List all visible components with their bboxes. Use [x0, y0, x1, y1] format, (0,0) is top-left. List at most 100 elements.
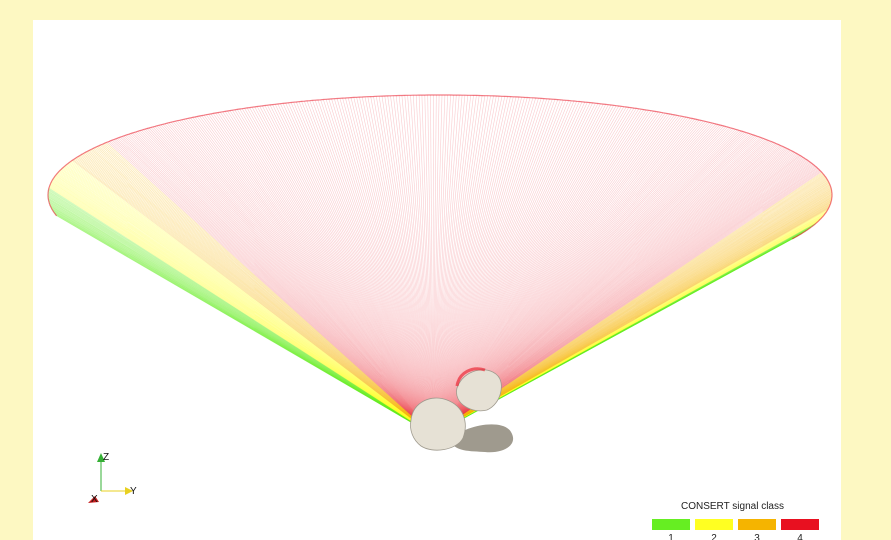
signal-ray-class-4 — [432, 95, 474, 436]
signal-ray-class-4 — [222, 111, 434, 436]
signal-ray-class-4 — [267, 105, 434, 436]
signal-ray-class-4 — [130, 133, 434, 436]
signal-ray-class-4 — [148, 127, 434, 436]
signal-ray-class-4 — [432, 99, 561, 436]
signal-ray-class-4 — [298, 101, 434, 436]
signal-ray-class-3 — [77, 156, 434, 436]
signal-ray-class-2 — [53, 178, 434, 436]
signal-ray-class-4 — [217, 112, 434, 436]
legend-label-class-3: 3 — [754, 533, 760, 540]
signal-ray-class-4 — [432, 99, 564, 436]
signal-ray-class-4 — [432, 95, 491, 436]
signal-ray-class-4 — [432, 95, 486, 436]
signal-ray-class-4 — [212, 113, 434, 436]
signal-ray-class-2 — [59, 170, 434, 436]
signal-ray-class-3 — [87, 150, 434, 436]
signal-ray-class-3 — [75, 158, 434, 436]
signal-ray-class-2 — [68, 162, 434, 436]
signal-ray-class-4 — [254, 106, 434, 436]
signal-ray-class-4 — [432, 95, 489, 436]
x-axis-label: X — [91, 494, 98, 505]
signal-ray-class-4 — [430, 94, 434, 436]
signal-ray-class-2 — [64, 165, 434, 436]
signal-ray-class-4 — [123, 135, 434, 436]
signal-ray-class-2 — [66, 164, 434, 436]
signal-ray-class-3 — [91, 148, 434, 436]
signal-ray-class-1 — [49, 202, 434, 436]
signal-ray-class-2 — [49, 186, 434, 436]
signal-ray-class-4 — [244, 108, 434, 436]
signal-ray-class-1 — [47, 194, 434, 436]
signal-ray-class-4 — [172, 121, 434, 436]
signal-ray-class-4 — [364, 96, 434, 436]
signal-ray-class-4 — [203, 115, 434, 436]
signal-ray-class-4 — [432, 96, 500, 436]
signal-ray-class-1 — [54, 213, 434, 436]
signal-ray-class-4 — [432, 97, 534, 436]
signal-ray-class-4 — [160, 124, 434, 436]
signal-ray-class-4 — [264, 105, 434, 436]
signal-ray-class-1 — [53, 211, 434, 436]
signal-ray-class-2 — [64, 166, 434, 436]
signal-ray-class-4 — [239, 108, 434, 436]
signal-ray-class-4 — [398, 95, 434, 436]
signal-ray-class-4 — [432, 98, 550, 436]
signal-ray-class-4 — [432, 94, 446, 436]
signal-ray-class-1 — [52, 209, 434, 436]
signal-ray-class-4 — [432, 96, 514, 436]
signal-ray-class-4 — [432, 99, 559, 436]
signal-ray-class-4 — [280, 103, 434, 436]
signal-ray-class-4 — [128, 133, 434, 436]
signal-ray-class-4 — [432, 95, 471, 436]
signal-ray-class-4 — [339, 98, 434, 436]
signal-ray-class-1 — [51, 209, 434, 436]
signal-ray-class-4 — [208, 114, 434, 436]
signal-ray-class-4 — [410, 95, 434, 436]
signal-ray-class-4 — [342, 98, 434, 436]
comet-large-lobe — [410, 397, 466, 451]
signal-ray-class-4 — [361, 96, 434, 436]
signal-ray-class-4 — [194, 116, 434, 436]
signal-ray-class-3 — [81, 153, 434, 436]
signal-ray-class-4 — [370, 96, 434, 436]
signal-ray-class-2 — [49, 184, 434, 436]
signal-ray-class-1 — [48, 190, 434, 436]
legend-swatch-class-2 — [695, 519, 733, 530]
signal-ray-class-2 — [51, 182, 434, 436]
signal-ray-class-3 — [98, 145, 434, 436]
signal-ray-class-4 — [236, 109, 434, 436]
signal-ray-class-4 — [432, 95, 483, 436]
signal-ray-class-4 — [432, 94, 443, 436]
signal-ray-class-2 — [67, 163, 434, 436]
signal-ray-class-3 — [104, 142, 434, 436]
signal-ray-class-4 — [141, 129, 434, 436]
signal-ray-class-4 — [413, 95, 434, 436]
render-viewport[interactable]: Z Y X CONSERT signal class 1 2 3 4 — [33, 20, 841, 540]
signal-ray-class-4 — [432, 97, 531, 436]
signal-ray-class-4 — [304, 101, 434, 436]
signal-ray-class-1 — [49, 203, 434, 436]
signal-ray-class-4 — [432, 96, 520, 436]
signal-ray-class-2 — [58, 171, 434, 436]
signal-ray-class-4 — [306, 100, 434, 436]
signal-ray-class-1 — [48, 191, 434, 436]
signal-ray-class-4 — [183, 119, 434, 436]
signal-ray-class-4 — [427, 94, 434, 436]
signal-ray-class-3 — [93, 148, 434, 436]
signal-ray-class-1 — [48, 198, 434, 436]
signal-ray-class-4 — [188, 118, 434, 436]
signal-ray-class-2 — [63, 167, 434, 436]
signal-ray-class-4 — [177, 120, 434, 436]
signal-ray-class-3 — [101, 144, 434, 436]
signal-ray-class-4 — [331, 98, 434, 436]
signal-ray-class-3 — [72, 160, 434, 436]
signal-ray-class-4 — [432, 98, 539, 436]
signal-ray-class-4 — [432, 99, 553, 436]
signal-ray-class-4 — [301, 101, 434, 436]
signal-ray-class-4 — [345, 97, 434, 436]
signal-ray-class-4 — [179, 120, 434, 436]
signal-ray-class-2 — [56, 174, 434, 436]
signal-ray-class-4 — [323, 99, 434, 436]
signal-ray-class-4 — [158, 125, 434, 436]
signal-ray-class-4 — [381, 96, 434, 436]
